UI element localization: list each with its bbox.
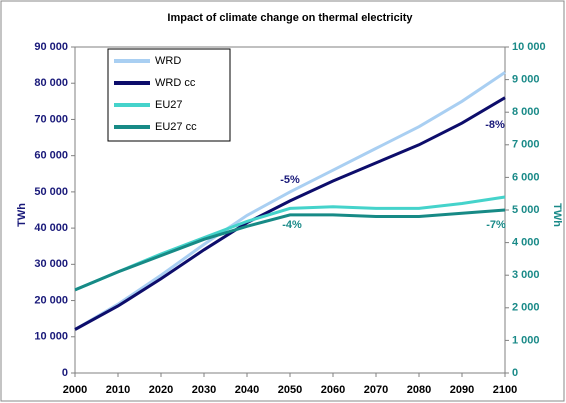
- legend-box: [107, 48, 231, 142]
- legend-label: EU27 cc: [155, 121, 197, 133]
- y-tick-label: 70 000: [34, 113, 68, 125]
- x-tick-label: 2070: [364, 384, 388, 396]
- y-tick-label: 0: [62, 367, 68, 379]
- x-tick-label: 2080: [407, 384, 431, 396]
- x-tick-label: 2020: [149, 384, 173, 396]
- series-line: [74, 96, 506, 331]
- y-axis-title: TWh: [16, 203, 28, 227]
- chart-title: Impact of climate change on thermal elec…: [167, 12, 413, 24]
- y2-tick-label: 2 000: [512, 302, 540, 314]
- annotation: -5%: [280, 174, 300, 186]
- y-tick-label: 20 000: [34, 294, 68, 306]
- annotation: -7%: [486, 219, 506, 231]
- y-tick-label: 10 000: [34, 331, 68, 343]
- y-tick-label: 60 000: [34, 150, 68, 162]
- x-tick-label: 2010: [106, 384, 130, 396]
- legend-label: WRD cc: [155, 77, 196, 89]
- annotation: -8%: [485, 119, 505, 131]
- legend-label: EU27: [155, 99, 183, 111]
- y2-tick-label: 7 000: [512, 139, 540, 151]
- x-tick-label: 2090: [450, 384, 474, 396]
- y2-tick-label: 1 000: [512, 334, 540, 346]
- y-tick-label: 80 000: [34, 77, 68, 89]
- y-tick-label: 50 000: [34, 186, 68, 198]
- y2-tick-label: 9 000: [512, 74, 540, 86]
- y-tick-label: 40 000: [34, 222, 68, 234]
- x-tick-label: 2030: [192, 384, 216, 396]
- y-tick-label: 90 000: [34, 41, 68, 53]
- y2-tick-label: 5 000: [512, 204, 540, 216]
- annotation: -4%: [282, 219, 302, 231]
- y2-axis-title: TWh: [551, 203, 563, 227]
- legend-label: WRD: [155, 55, 181, 67]
- y2-tick-label: 6 000: [512, 171, 540, 183]
- x-tick-label: 2050: [278, 384, 302, 396]
- y2-tick-label: 4 000: [512, 237, 540, 249]
- y2-tick-label: 8 000: [512, 106, 540, 118]
- y2-tick-label: 10 000: [512, 41, 546, 53]
- x-tick-label: 2040: [235, 384, 259, 396]
- y2-tick-label: 3 000: [512, 269, 540, 281]
- x-tick-label: 2000: [63, 384, 87, 396]
- x-tick-label: 2100: [493, 384, 517, 396]
- series-line: [74, 71, 506, 331]
- series-line: [74, 208, 506, 292]
- x-tick-label: 2060: [321, 384, 345, 396]
- y2-tick-label: 0: [512, 367, 518, 379]
- y-tick-label: 30 000: [34, 258, 68, 270]
